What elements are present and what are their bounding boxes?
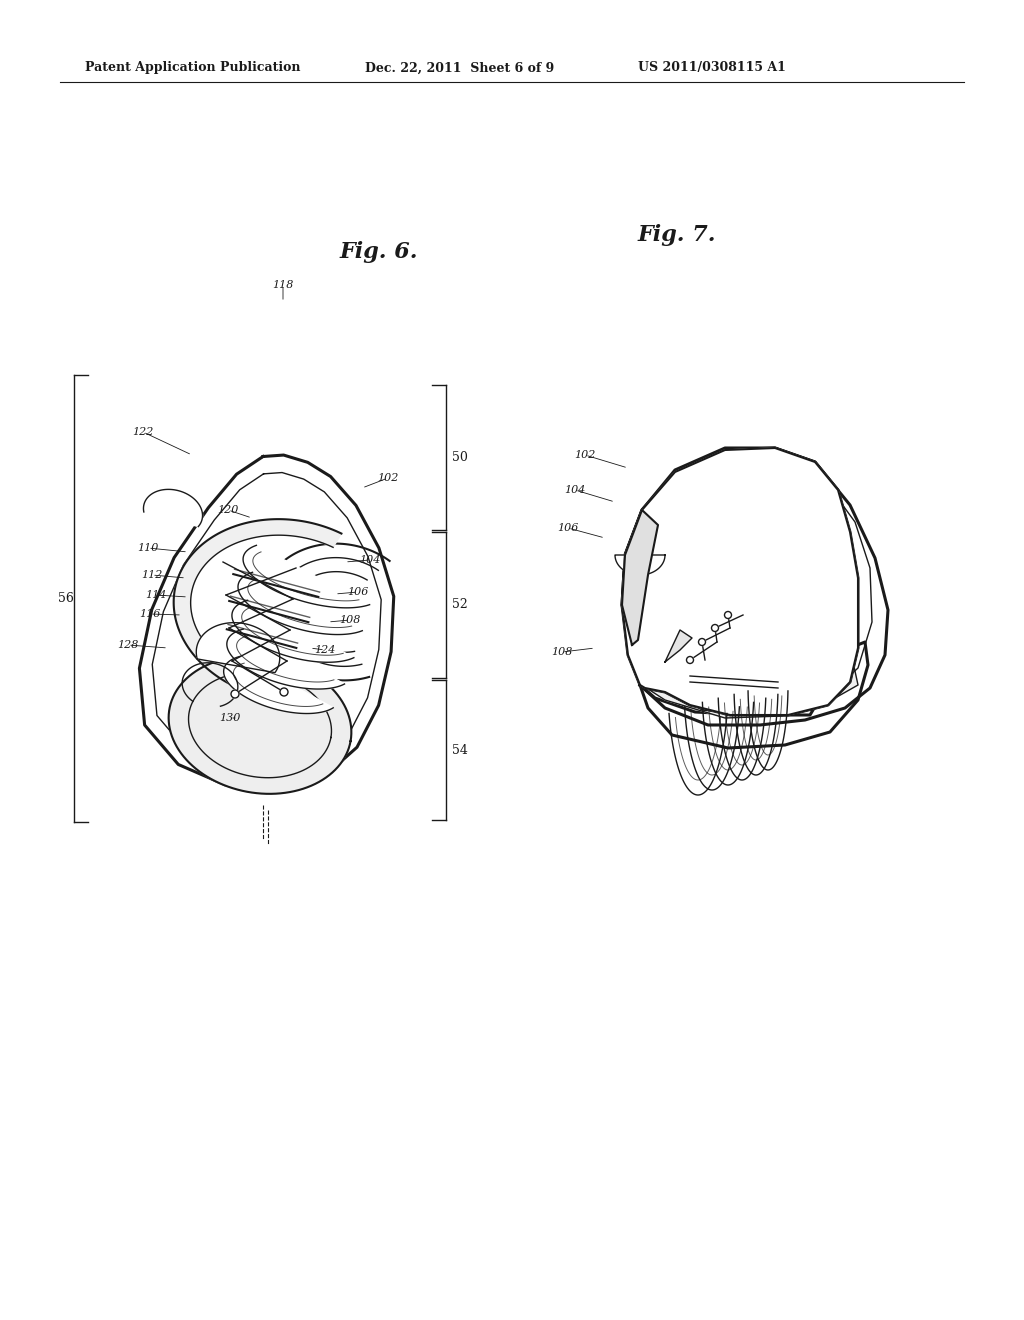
Text: 110: 110	[137, 543, 159, 553]
Circle shape	[725, 611, 731, 619]
Polygon shape	[622, 510, 658, 645]
Text: 108: 108	[551, 647, 572, 657]
Text: Dec. 22, 2011  Sheet 6 of 9: Dec. 22, 2011 Sheet 6 of 9	[365, 62, 554, 74]
Circle shape	[712, 624, 719, 631]
Polygon shape	[650, 473, 872, 715]
Text: 120: 120	[217, 506, 239, 515]
Text: 130: 130	[219, 713, 241, 723]
Text: 116: 116	[139, 609, 161, 619]
Text: 54: 54	[452, 743, 468, 756]
Polygon shape	[622, 447, 858, 715]
Text: 114: 114	[145, 590, 167, 601]
Text: 102: 102	[574, 450, 596, 459]
Text: 106: 106	[557, 523, 579, 533]
Text: US 2011/0308115 A1: US 2011/0308115 A1	[638, 62, 785, 74]
Text: 56: 56	[58, 591, 74, 605]
Circle shape	[280, 688, 288, 696]
Circle shape	[698, 639, 706, 645]
Text: 118: 118	[272, 280, 294, 290]
Text: 124: 124	[314, 645, 336, 655]
Text: 50: 50	[452, 451, 468, 465]
Polygon shape	[622, 510, 658, 645]
Polygon shape	[665, 630, 692, 663]
Polygon shape	[169, 656, 351, 793]
Polygon shape	[622, 447, 858, 715]
Polygon shape	[622, 447, 888, 725]
Text: 108: 108	[339, 615, 360, 624]
Text: 52: 52	[452, 598, 468, 611]
Polygon shape	[223, 656, 333, 714]
Text: Patent Application Publication: Patent Application Publication	[85, 62, 300, 74]
Polygon shape	[642, 648, 858, 718]
Polygon shape	[231, 601, 354, 663]
Text: 104: 104	[359, 554, 381, 565]
Text: 102: 102	[377, 473, 398, 483]
Polygon shape	[143, 490, 203, 527]
Text: 106: 106	[347, 587, 369, 597]
Polygon shape	[640, 642, 868, 748]
Polygon shape	[238, 573, 362, 635]
Text: 122: 122	[132, 426, 154, 437]
Text: 104: 104	[564, 484, 586, 495]
Text: Fig. 6.: Fig. 6.	[340, 242, 419, 263]
Text: 128: 128	[118, 640, 138, 649]
Circle shape	[231, 690, 239, 698]
Polygon shape	[197, 623, 280, 673]
Text: Fig. 7.: Fig. 7.	[638, 224, 717, 246]
Polygon shape	[174, 519, 341, 694]
Polygon shape	[139, 455, 394, 792]
Polygon shape	[227, 630, 344, 689]
Polygon shape	[243, 545, 370, 607]
Circle shape	[686, 656, 693, 664]
Polygon shape	[615, 554, 665, 576]
Text: 112: 112	[141, 570, 163, 579]
